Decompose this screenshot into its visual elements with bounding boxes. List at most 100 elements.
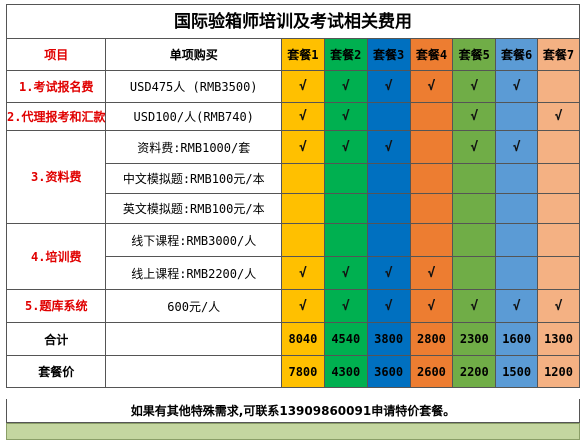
package-4-cell: √ — [409, 70, 454, 103]
total-package-1: 8040 — [281, 322, 325, 356]
package-5-cell: √ — [452, 70, 497, 103]
fee-row: 1.考试报名费 USD475人 (RMB3500) √ √ √ √ √ √ — [5, 70, 580, 103]
header-package-7: 套餐7 — [537, 38, 580, 71]
package-5-cell: √ — [452, 102, 497, 131]
package-7-cell — [537, 223, 580, 257]
item-price: USD475人 (RMB3500) — [105, 70, 282, 103]
price-package-2: 4300 — [323, 355, 368, 388]
price-package-1: 7800 — [281, 355, 325, 388]
header-row: 项目 单项购买 套餐1 套餐2 套餐3 套餐4 套餐5 套餐6 套餐7 — [5, 38, 580, 71]
package-3-cell: √ — [366, 289, 411, 323]
total-package-3: 3800 — [366, 322, 411, 356]
package-2-cell — [323, 223, 368, 257]
package-7-cell — [537, 130, 580, 164]
package-1-cell — [281, 193, 325, 224]
price-package-5: 2200 — [452, 355, 497, 388]
check-icon: √ — [427, 265, 436, 281]
totals-label: 合计 — [5, 322, 107, 356]
package-2-cell — [323, 193, 368, 224]
check-icon: √ — [470, 139, 479, 155]
total-package-7: 1300 — [537, 322, 580, 356]
package-6-cell: √ — [495, 289, 539, 323]
package-5-cell: √ — [452, 130, 497, 164]
package-1-cell: √ — [281, 256, 325, 290]
check-icon: √ — [554, 109, 563, 124]
price-package-4: 2600 — [409, 355, 454, 388]
package-4-cell — [409, 193, 454, 224]
package-3-cell — [366, 102, 411, 131]
package-2-cell: √ — [323, 102, 368, 131]
package-7-cell — [537, 163, 580, 194]
package-price-blank — [105, 355, 282, 388]
package-7-cell: √ — [537, 289, 580, 323]
check-icon: √ — [341, 109, 350, 124]
check-icon: √ — [512, 79, 521, 94]
package-7-cell — [537, 70, 580, 103]
check-icon: √ — [427, 298, 436, 314]
check-icon: √ — [384, 139, 393, 155]
package-6-cell — [495, 102, 539, 131]
header-package-4: 套餐4 — [409, 38, 454, 71]
header-single-purchase: 单项购买 — [105, 38, 282, 71]
category-label: 1.考试报名费 — [5, 70, 107, 103]
package-6-cell: √ — [495, 130, 539, 164]
package-2-cell: √ — [323, 289, 368, 323]
package-6-cell — [495, 163, 539, 194]
header-package-6: 套餐6 — [495, 38, 539, 71]
check-icon: √ — [299, 109, 307, 124]
fee-row: 中文模拟题:RMB100元/本 — [7, 163, 580, 194]
item-price: 中文模拟题:RMB100元/本 — [105, 163, 282, 194]
check-icon: √ — [384, 265, 393, 281]
package-6-cell — [495, 193, 539, 224]
check-icon: √ — [470, 79, 479, 94]
item-price: 英文模拟题:RMB100元/本 — [105, 193, 282, 224]
package-7-cell — [537, 256, 580, 290]
package-4-cell: √ — [409, 256, 454, 290]
header-package-5: 套餐5 — [452, 38, 497, 71]
check-icon: √ — [341, 265, 350, 281]
price-package-3: 3600 — [366, 355, 411, 388]
package-7-cell: √ — [537, 102, 580, 131]
package-3-cell: √ — [366, 70, 411, 103]
package-3-cell — [366, 163, 411, 194]
header-package-2: 套餐2 — [323, 38, 368, 71]
package-2-cell: √ — [323, 70, 368, 103]
category-label: 3.资料费 — [5, 130, 107, 224]
package-2-cell: √ — [323, 256, 368, 290]
package-2-cell — [323, 163, 368, 194]
check-icon: √ — [512, 139, 521, 155]
package-5-cell — [452, 163, 497, 194]
check-icon: √ — [299, 298, 307, 314]
package-5-cell: √ — [452, 289, 497, 323]
header-package-3: 套餐3 — [366, 38, 411, 71]
package-3-cell — [366, 193, 411, 224]
package-1-cell: √ — [281, 289, 325, 323]
package-1-cell: √ — [281, 70, 325, 103]
package-4-cell — [409, 130, 454, 164]
header-item: 项目 — [5, 38, 107, 71]
total-package-4: 2800 — [409, 322, 454, 356]
package-3-cell: √ — [366, 256, 411, 290]
package-1-cell: √ — [281, 102, 325, 131]
price-sheet: 国际验箱师培训及考试相关费用 项目 单项购买 套餐1 套餐2 套餐3 套餐4 套… — [5, 4, 580, 440]
package-4-cell — [409, 223, 454, 257]
category-label: 2.代理报考和汇款 — [5, 102, 107, 131]
sheet-title: 国际验箱师培训及考试相关费用 — [6, 4, 580, 38]
package-7-cell — [537, 193, 580, 224]
check-icon: √ — [384, 298, 393, 314]
check-icon: √ — [512, 298, 521, 314]
check-icon: √ — [341, 79, 350, 94]
check-icon: √ — [427, 79, 436, 94]
category-label: 4.培训费 — [5, 223, 107, 290]
item-price: USD100/人(RMB740) — [105, 102, 282, 131]
package-4-cell — [409, 102, 454, 131]
check-icon: √ — [554, 298, 563, 314]
total-package-2: 4540 — [323, 322, 368, 356]
check-icon: √ — [299, 139, 307, 155]
package-6-cell — [495, 256, 539, 290]
bottom-bar — [6, 423, 580, 440]
total-package-6: 1600 — [495, 322, 539, 356]
package-1-cell — [281, 223, 325, 257]
check-icon: √ — [470, 109, 479, 124]
check-icon: √ — [384, 79, 393, 94]
